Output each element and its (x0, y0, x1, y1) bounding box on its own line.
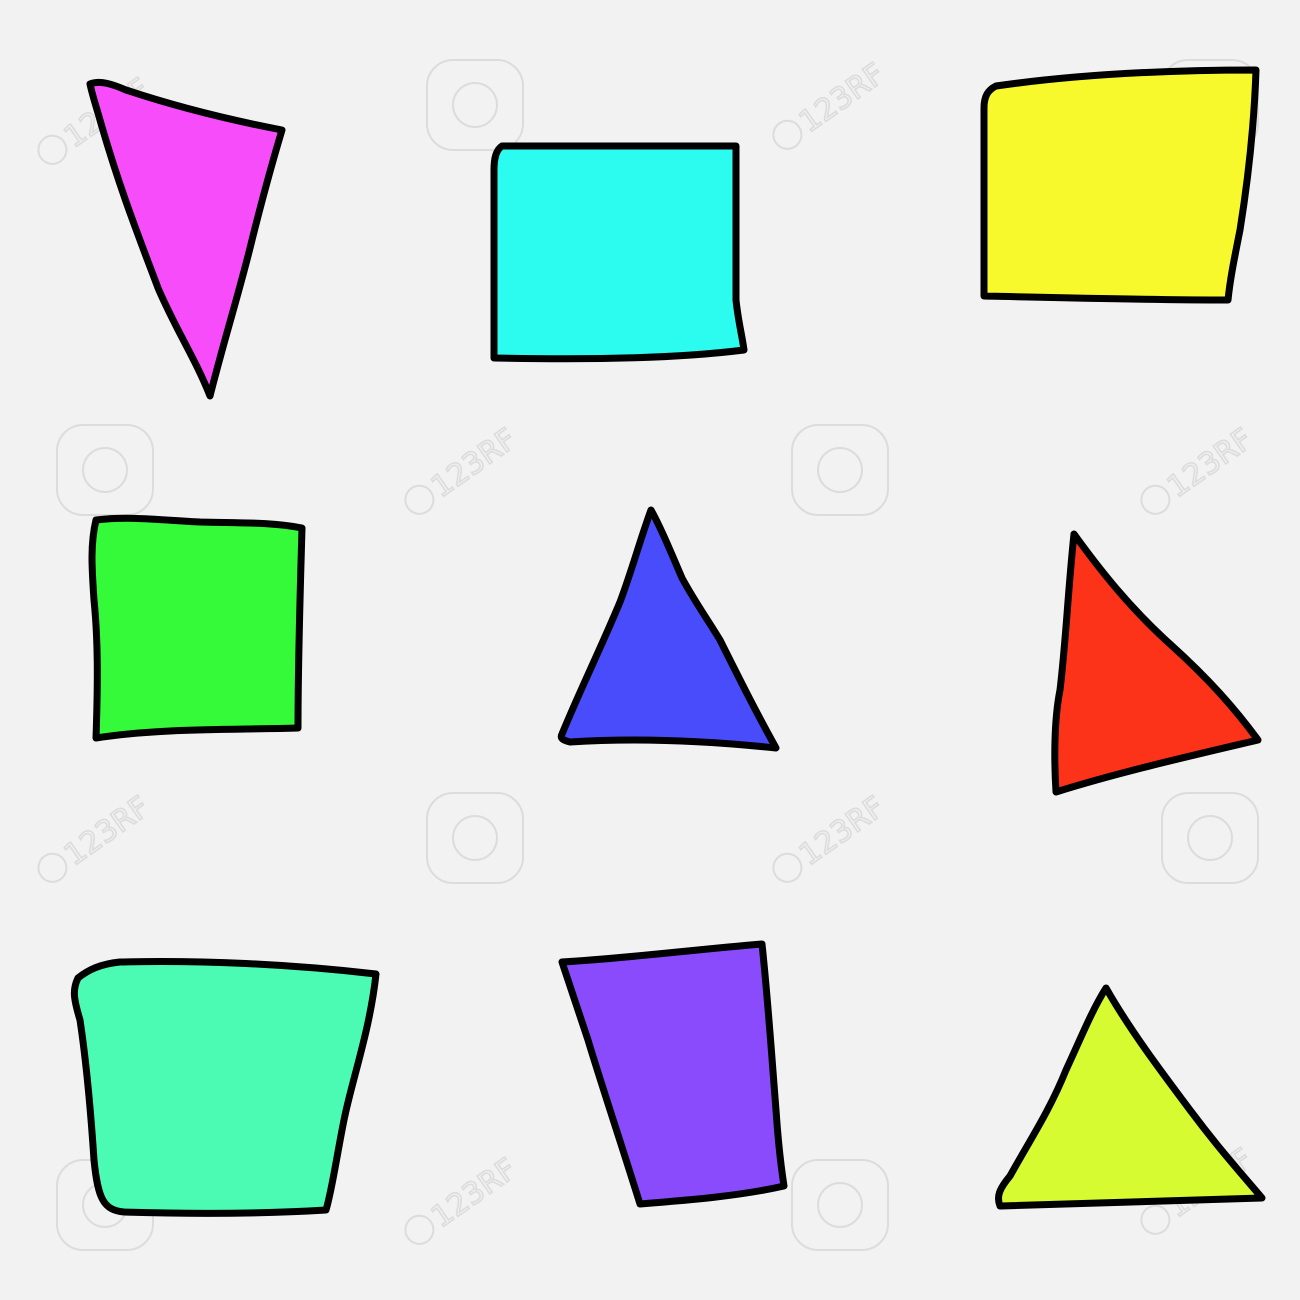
blue-triangle (557, 506, 780, 752)
watermark-stamp-icon (56, 424, 154, 516)
watermark-stamp-icon (1161, 792, 1259, 884)
lime-triangle (994, 984, 1266, 1210)
cyan-rectangle (490, 142, 748, 363)
watermark-stamp-icon (791, 1159, 889, 1251)
watermark-stamp-icon (426, 59, 524, 151)
watermark-stamp-icon (791, 424, 889, 516)
shapes-layer (70, 66, 1266, 1217)
aquamarine-trapezoid (70, 958, 380, 1217)
magenta-triangle (86, 78, 286, 400)
red-triangle (1051, 530, 1262, 796)
watermark-stamp-icon (426, 792, 524, 884)
yellow-rectangle (980, 66, 1260, 304)
purple-trapezoid (558, 940, 788, 1208)
green-square (88, 514, 306, 742)
